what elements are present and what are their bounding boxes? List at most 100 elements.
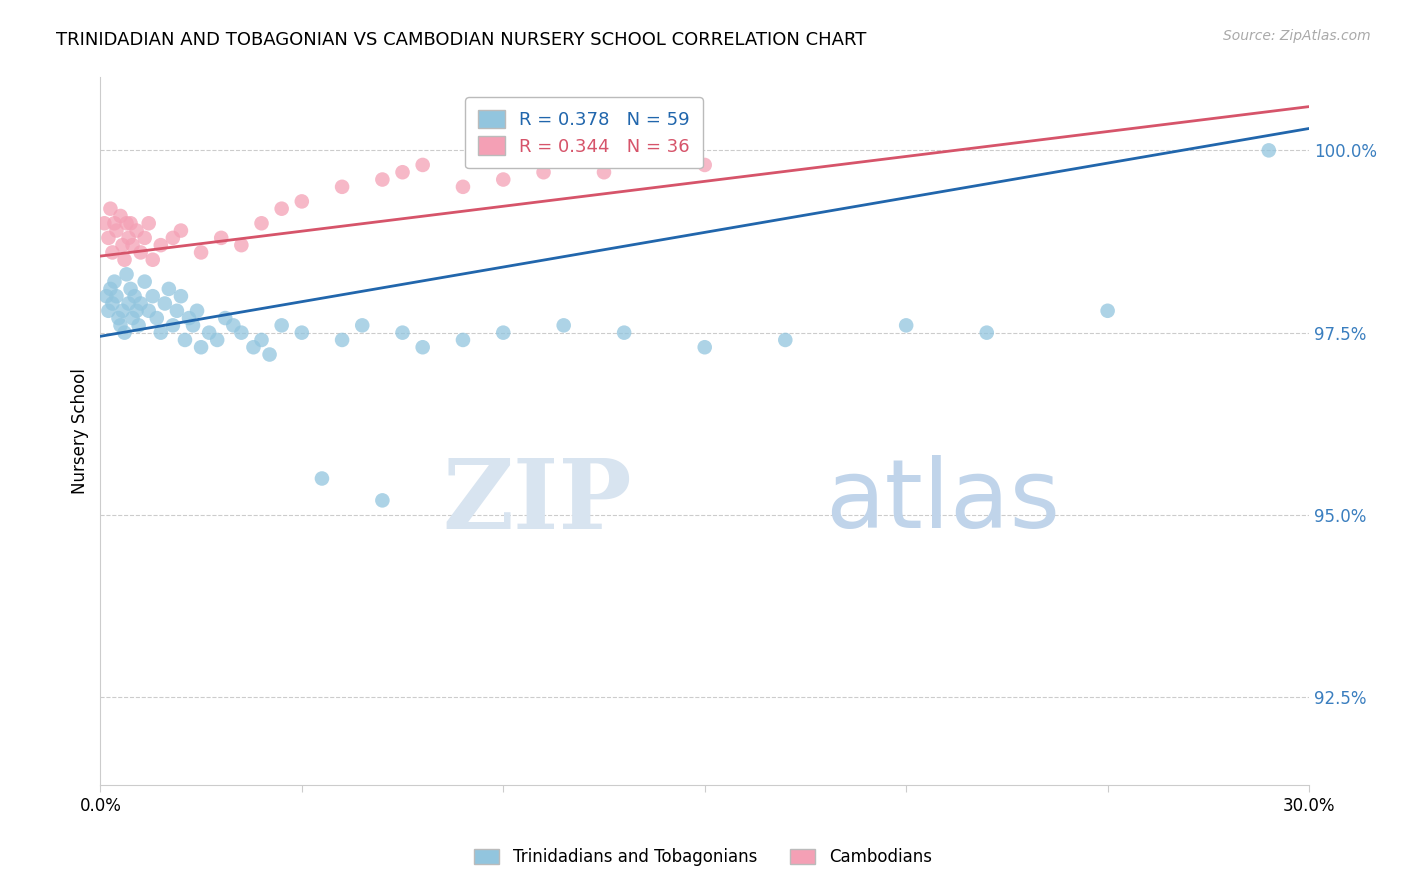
Point	[242, 340, 264, 354]
Point	[103, 275, 125, 289]
Point	[121, 311, 143, 326]
Point	[177, 311, 200, 326]
Point	[101, 245, 124, 260]
Point	[613, 326, 636, 340]
Point	[145, 311, 167, 326]
Point	[142, 252, 165, 267]
Legend: R = 0.378   N = 59, R = 0.344   N = 36: R = 0.378 N = 59, R = 0.344 N = 36	[465, 97, 703, 169]
Point	[100, 202, 122, 216]
Point	[311, 471, 333, 485]
Point	[391, 165, 413, 179]
Point	[190, 245, 212, 260]
Point	[693, 158, 716, 172]
Point	[162, 231, 184, 245]
Point	[117, 296, 139, 310]
Text: Source: ZipAtlas.com: Source: ZipAtlas.com	[1223, 29, 1371, 43]
Point	[120, 282, 142, 296]
Point	[115, 268, 138, 282]
Point	[976, 326, 998, 340]
Point	[138, 303, 160, 318]
Point	[111, 303, 134, 318]
Point	[138, 216, 160, 230]
Point	[114, 252, 136, 267]
Point	[553, 318, 575, 333]
Point	[117, 231, 139, 245]
Y-axis label: Nursery School: Nursery School	[72, 368, 89, 494]
Point	[259, 347, 281, 361]
Point	[291, 194, 314, 209]
Point	[250, 216, 273, 230]
Point	[330, 333, 353, 347]
Point	[593, 165, 616, 179]
Point	[105, 223, 128, 237]
Point	[170, 289, 193, 303]
Text: atlas: atlas	[825, 455, 1060, 549]
Point	[371, 172, 394, 186]
Point	[96, 289, 118, 303]
Point	[174, 333, 197, 347]
Text: TRINIDADIAN AND TOBAGONIAN VS CAMBODIAN NURSERY SCHOOL CORRELATION CHART: TRINIDADIAN AND TOBAGONIAN VS CAMBODIAN …	[56, 31, 866, 49]
Legend: Trinidadians and Tobagonians, Cambodians: Trinidadians and Tobagonians, Cambodians	[465, 840, 941, 875]
Point	[93, 216, 115, 230]
Point	[291, 326, 314, 340]
Point	[110, 318, 132, 333]
Point	[330, 179, 353, 194]
Point	[97, 231, 120, 245]
Point	[190, 340, 212, 354]
Point	[121, 238, 143, 252]
Point	[198, 326, 221, 340]
Point	[1097, 303, 1119, 318]
Point	[105, 289, 128, 303]
Point	[451, 333, 474, 347]
Point	[231, 238, 253, 252]
Point	[129, 296, 152, 310]
Point	[533, 165, 555, 179]
Point	[149, 238, 172, 252]
Point	[115, 216, 138, 230]
Point	[451, 179, 474, 194]
Point	[205, 333, 228, 347]
Point	[492, 326, 515, 340]
Point	[412, 158, 434, 172]
Point	[100, 282, 122, 296]
Point	[114, 326, 136, 340]
Point	[222, 318, 245, 333]
Point	[270, 318, 292, 333]
Point	[142, 289, 165, 303]
Point	[134, 275, 156, 289]
Point	[492, 172, 515, 186]
Point	[250, 333, 273, 347]
Point	[186, 303, 208, 318]
Point	[371, 493, 394, 508]
Point	[693, 340, 716, 354]
Point	[103, 216, 125, 230]
Point	[110, 209, 132, 223]
Point	[352, 318, 374, 333]
Point	[896, 318, 918, 333]
Point	[1257, 144, 1279, 158]
Point	[153, 296, 176, 310]
Point	[111, 238, 134, 252]
Point	[214, 311, 236, 326]
Point	[124, 289, 146, 303]
Point	[162, 318, 184, 333]
Point	[129, 245, 152, 260]
Point	[97, 303, 120, 318]
Point	[107, 311, 129, 326]
Point	[181, 318, 204, 333]
Point	[231, 326, 253, 340]
Point	[209, 231, 232, 245]
Point	[149, 326, 172, 340]
Point	[170, 223, 193, 237]
Point	[101, 296, 124, 310]
Point	[128, 318, 150, 333]
Point	[125, 303, 148, 318]
Point	[775, 333, 797, 347]
Point	[134, 231, 156, 245]
Point	[166, 303, 188, 318]
Point	[270, 202, 292, 216]
Point	[412, 340, 434, 354]
Point	[157, 282, 180, 296]
Point	[125, 223, 148, 237]
Text: ZIP: ZIP	[443, 455, 633, 549]
